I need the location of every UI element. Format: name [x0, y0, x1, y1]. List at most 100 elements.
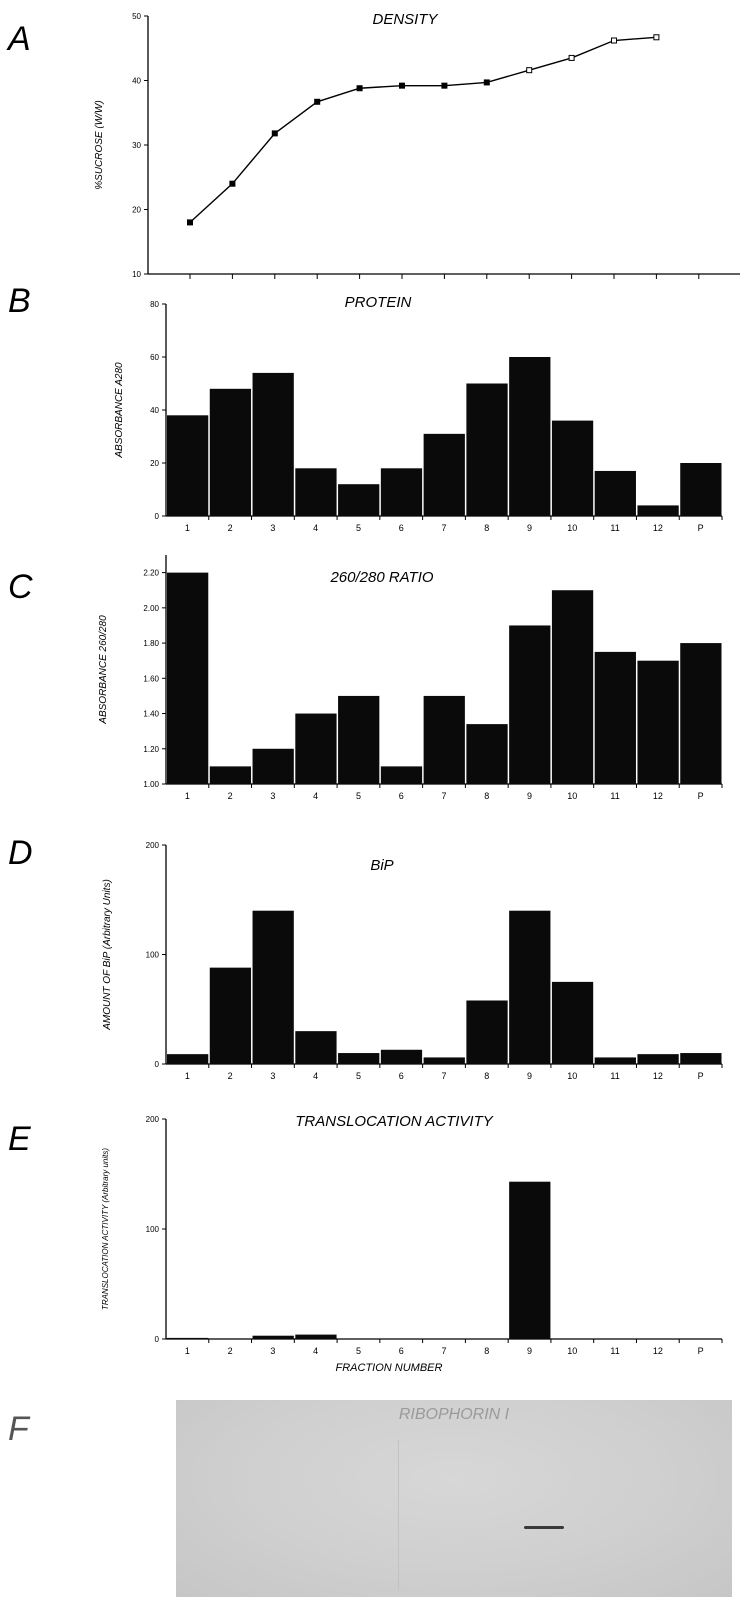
x-tick-label: 2	[228, 523, 233, 533]
x-tick-label: 12	[653, 791, 663, 801]
bar	[637, 505, 679, 516]
bar	[295, 1031, 337, 1064]
y-axis-label: TRANSLOCATION ACTIVITY (Arbitrary units)	[101, 1148, 110, 1310]
y-tick-label: 2.20	[143, 569, 159, 578]
x-tick-label: P	[698, 523, 704, 533]
density-point	[399, 82, 405, 89]
x-tick-label: 3	[270, 791, 275, 801]
y-tick-label: 1.20	[143, 745, 159, 754]
x-tick-label: 6	[399, 1071, 404, 1081]
density-point	[483, 79, 490, 86]
bar	[509, 625, 551, 784]
x-tick-label: 12	[653, 1346, 663, 1356]
bar	[680, 643, 722, 784]
panel-letter-a: A	[8, 20, 31, 58]
y-axis-label: %SUCROSE (W/W)	[94, 100, 105, 189]
bar	[252, 372, 294, 516]
bar	[252, 1335, 294, 1339]
density-point	[187, 219, 193, 226]
bar	[680, 1053, 722, 1064]
x-tick-label: 11	[610, 1071, 619, 1081]
x-tick-label: 7	[441, 523, 446, 533]
x-tick-label: 4	[313, 523, 318, 533]
chart-title: PROTEIN	[345, 294, 412, 311]
x-tick-label: 9	[527, 1346, 532, 1356]
density-point	[314, 98, 321, 105]
ratio-chart: 1.00 1.20 1.40 1.60 1.80 2.00 2.20 260/280 RATI…	[98, 555, 723, 801]
blot-seam	[398, 1440, 399, 1590]
x-tick-label: 2	[228, 1071, 233, 1081]
bar	[380, 468, 423, 516]
y-axis-label: AMOUNT OF BiP (Arbitrary Units)	[102, 879, 113, 1031]
bip-chart: 0 100 200 BiP AMOUNT OF BiP (Arbitrary Units…	[102, 841, 723, 1081]
ribophorin-blot: RIBOPHORIN I	[176, 1400, 732, 1597]
y-tick-label: 60	[150, 353, 159, 362]
y-axis-label: ABSORBANCE 260/280	[98, 615, 109, 725]
x-tick-label: 7	[441, 1071, 446, 1081]
x-tick-label: 5	[356, 791, 361, 801]
y-tick-label: 100	[146, 1225, 160, 1234]
x-tick-label: 1	[185, 791, 190, 801]
panel-letter-e: E	[8, 1120, 31, 1158]
x-tick-label: 1	[185, 1071, 190, 1081]
x-tick-label: 8	[484, 791, 489, 801]
bar	[509, 910, 551, 1064]
bar	[594, 470, 636, 516]
bar	[209, 388, 252, 516]
x-tick-label: 12	[653, 1071, 663, 1081]
bar	[295, 468, 337, 516]
density-line	[189, 36, 657, 223]
x-tick-label: 7	[441, 791, 446, 801]
bar	[466, 383, 508, 516]
bar	[209, 766, 252, 784]
bar	[423, 1057, 465, 1064]
bar	[637, 660, 679, 784]
x-tick-label: 10	[567, 523, 577, 533]
bar	[295, 1334, 337, 1339]
bar	[167, 415, 209, 516]
y-axis-label: ABSORBANCE A280	[114, 362, 125, 459]
y-tick-label: 40	[132, 77, 141, 86]
bar	[466, 724, 508, 784]
chart-title: BiP	[370, 857, 393, 874]
x-tick-label: 4	[313, 791, 318, 801]
x-tick-label: 3	[270, 1071, 275, 1081]
x-tick-label: 9	[527, 1071, 532, 1081]
x-tick-label: 5	[356, 1346, 361, 1356]
bar	[423, 695, 465, 784]
bar	[594, 1057, 636, 1064]
y-tick-label: 20	[132, 206, 141, 215]
x-tick-label: 1	[185, 1346, 190, 1356]
density-chart: 10 20 30 40 50 DENSITY %SUCROSE (W/W)	[94, 11, 740, 279]
x-tick-label: P	[698, 1346, 704, 1356]
y-tick-label: 100	[146, 951, 160, 960]
density-point	[568, 54, 575, 61]
bar	[209, 967, 252, 1064]
bar	[380, 1049, 423, 1064]
bar	[338, 695, 380, 784]
bar	[338, 1053, 380, 1064]
bar	[551, 420, 594, 516]
x-tick-label: 2	[228, 1346, 233, 1356]
bar	[680, 463, 722, 516]
bar	[209, 1338, 252, 1339]
x-tick-label: 3	[270, 523, 275, 533]
density-point	[653, 34, 660, 41]
x-tick-label: P	[698, 791, 704, 801]
x-tick-label: 8	[484, 523, 489, 533]
density-point	[611, 37, 617, 44]
panel-letter-d: D	[8, 834, 33, 872]
bar	[252, 748, 294, 784]
x-tick-label: 9	[527, 791, 532, 801]
y-tick-label: 30	[132, 141, 141, 150]
panel-letter-b: B	[8, 282, 31, 320]
y-tick-label: 0	[155, 512, 160, 521]
y-tick-label: 20	[150, 459, 159, 468]
chart-title: DENSITY	[372, 11, 438, 28]
blot-band	[524, 1526, 564, 1529]
x-tick-label: 1	[185, 523, 190, 533]
x-tick-label: 8	[484, 1071, 489, 1081]
x-tick-label: 5	[356, 523, 361, 533]
